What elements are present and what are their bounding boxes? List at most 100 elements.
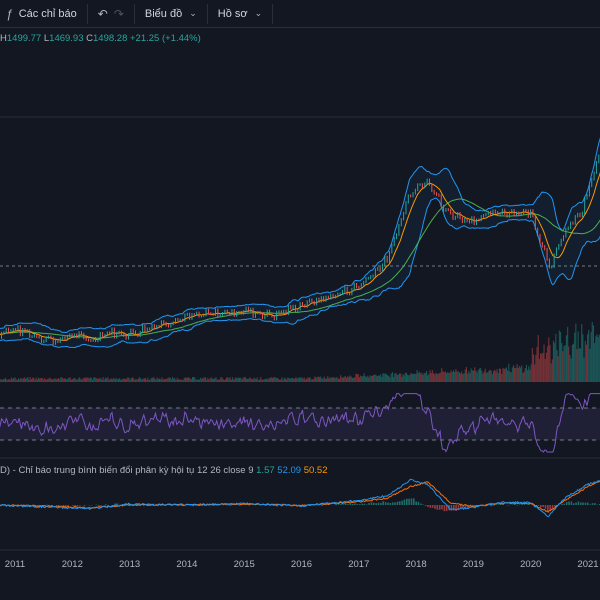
volume-bar (163, 379, 165, 382)
high-label: H (0, 33, 7, 44)
redo-button[interactable]: ↷ (114, 0, 130, 27)
volume-bar (417, 372, 419, 382)
change-value: +21.25 (+1.44%) (130, 33, 201, 44)
volume-bar (334, 378, 336, 382)
macd-histogram-bar (337, 504, 340, 505)
volume-bar (196, 379, 198, 382)
macd-histogram-bar (316, 505, 319, 506)
chevron-down-icon: ⌄ (254, 8, 263, 18)
volume-bar (9, 379, 11, 382)
volume-bar (473, 370, 475, 382)
volume-bar (108, 379, 110, 382)
volume-bar (28, 379, 30, 382)
volume-bar (460, 373, 462, 382)
volume-bar (90, 377, 92, 382)
volume-bar (195, 379, 197, 382)
volume-bar (48, 378, 50, 382)
volume-bar (128, 377, 130, 382)
undo-button[interactable]: ↶ (92, 0, 114, 27)
volume-bar (415, 373, 417, 382)
macd-histogram-bar (587, 502, 589, 505)
volume-bar (383, 373, 385, 382)
volume-bar (180, 379, 182, 382)
volume-bar (259, 379, 261, 382)
macd-histogram-bar (396, 501, 399, 505)
volume-bar (122, 378, 124, 382)
volume-bar (348, 376, 350, 382)
volume-bar (409, 374, 411, 382)
macd-histogram-bar (589, 504, 591, 505)
price-pane (0, 137, 600, 348)
volume-bar (148, 379, 150, 382)
volume-bar (307, 377, 309, 382)
volume-bar (53, 378, 55, 382)
volume-bar (377, 375, 379, 382)
volume-bar (554, 342, 556, 382)
volume-bar (552, 340, 554, 382)
redo-icon: ↷ (113, 6, 124, 21)
toolbar-divider (86, 3, 88, 24)
volume-bar (493, 371, 495, 382)
volume-bar (22, 378, 24, 382)
macd-histogram-bar (67, 505, 69, 507)
volume-bar (287, 377, 289, 382)
macd-histogram-bar (542, 505, 544, 508)
indicators-button[interactable]: ƒ Các chỉ báo (0, 0, 83, 27)
volume-bar (36, 379, 38, 382)
volume-bar (160, 379, 162, 382)
volume-bar (166, 378, 168, 382)
volume-bar (296, 378, 298, 382)
volume-bar (267, 379, 269, 382)
volume-bar (568, 346, 570, 382)
volume-bar (154, 378, 156, 382)
volume-bar (146, 379, 148, 382)
volume-bar (414, 373, 416, 382)
volume-bar (398, 373, 400, 382)
macd-histogram-bar (114, 503, 116, 505)
volume-bar (177, 379, 179, 382)
x-axis-tick-label: 2016 (291, 559, 312, 570)
bollinger-lower-line (0, 197, 600, 348)
volume-bar (454, 371, 456, 382)
top-toolbar: ƒ Các chỉ báo ↶ ↷ Biểu đồ ⌄ Hồ sơ ⌄ (0, 0, 600, 28)
volume-bar (270, 377, 272, 382)
volume-bar (570, 358, 572, 382)
macd-histogram-bar (549, 505, 551, 511)
volume-bar (461, 371, 463, 382)
volume-bar (263, 379, 265, 382)
volume-bar (347, 376, 349, 382)
volume-bar (256, 377, 258, 382)
macd-histogram-bar (460, 505, 462, 509)
volume-bar (317, 376, 319, 382)
volume-bar (354, 377, 356, 382)
volume-bar (341, 377, 343, 382)
volume-bar (79, 377, 81, 382)
volume-bar (144, 378, 146, 382)
macd-histogram-bar (321, 505, 323, 506)
x-axis-tick-label: 2020 (520, 559, 541, 570)
volume-bar (495, 371, 497, 382)
volume-bar (451, 372, 453, 382)
volume-bar (121, 379, 123, 382)
macd-histogram-bar (497, 504, 500, 505)
profile-menu-button[interactable]: Hồ sơ ⌄ (212, 0, 268, 27)
volume-bar (481, 370, 483, 382)
volume-bar (210, 377, 212, 382)
macd-histogram-bar (518, 504, 521, 505)
volume-bar (155, 379, 157, 382)
volume-bar (457, 371, 459, 382)
volume-bar (274, 377, 276, 382)
volume-bar (72, 379, 74, 382)
macd-histogram-bar (328, 504, 330, 505)
volume-bar (397, 374, 399, 382)
volume-bar (410, 372, 412, 382)
macd-histogram-bar (135, 504, 138, 505)
volume-bar (335, 377, 337, 382)
macd-histogram-bar (410, 498, 413, 505)
x-axis-tick-label: 2019 (463, 559, 484, 570)
chart-menu-button[interactable]: Biểu đồ ⌄ (139, 0, 203, 27)
volume-bar (275, 377, 277, 382)
volume-bar (575, 323, 577, 382)
volume-bar (304, 379, 306, 382)
